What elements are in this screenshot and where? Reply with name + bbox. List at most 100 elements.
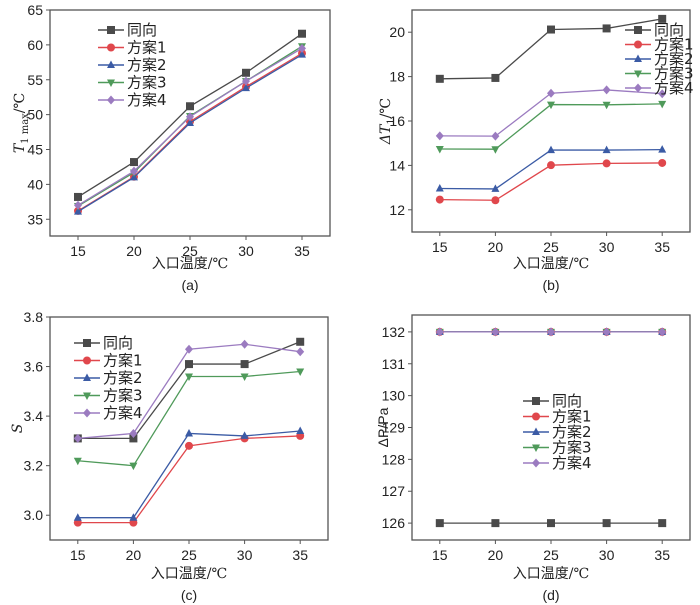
x-tick-label: 15: [432, 239, 448, 255]
legend-label: 方案3: [127, 74, 167, 92]
y-tick-label: 45: [27, 142, 43, 158]
x-tick-label: 15: [70, 547, 86, 563]
data-point: [74, 192, 82, 201]
legend-marker: [532, 412, 540, 421]
y-axis-title-main: ΔP: [375, 429, 391, 448]
legend-item: 方案3: [523, 439, 592, 457]
legend-item: 方案2: [625, 50, 694, 68]
y-tick-label: 127: [382, 483, 406, 499]
data-point: [73, 433, 82, 443]
legend-label: 同向: [552, 392, 582, 410]
y-tick-label: 131: [382, 356, 406, 372]
y-tick-label: 132: [382, 324, 406, 340]
data-point: [658, 158, 667, 167]
data-point: [491, 184, 500, 192]
series-方案4: [73, 339, 305, 443]
data-point: [129, 513, 138, 521]
legend-marker: [83, 408, 91, 418]
y-tick-label: 14: [389, 157, 405, 173]
data-point: [186, 118, 194, 126]
legend-label: 方案4: [127, 91, 167, 109]
legend-item: 方案2: [98, 56, 167, 74]
data-point: [185, 428, 193, 437]
y-tick-label: 3.0: [24, 507, 44, 523]
data-point: [435, 145, 444, 154]
data-point: [658, 327, 667, 337]
data-point: [129, 428, 138, 438]
legend-marker: [83, 356, 91, 365]
data-point: [547, 88, 555, 98]
data-point: [491, 131, 500, 141]
y-tick-label: 50: [27, 107, 43, 123]
legend-item: 方案1: [74, 352, 143, 370]
x-tick-label: 35: [654, 239, 670, 255]
legend-marker: [532, 444, 540, 452]
legend-marker: [107, 95, 115, 105]
data-point: [73, 513, 82, 521]
y-axis-title: ΔT1/℃: [378, 98, 397, 145]
data-point: [130, 166, 138, 176]
y-axis-title-sub: 1 max: [20, 113, 31, 144]
legend-label: 方案3: [552, 439, 592, 457]
data-point: [435, 327, 444, 337]
legend-label: 同向: [654, 21, 684, 39]
data-point: [185, 441, 193, 450]
legend-item: 方案4: [523, 454, 592, 472]
y-axis-title: T1 max/℃: [12, 93, 31, 153]
x-tick-label: 30: [237, 547, 253, 563]
y-tick-label: 130: [382, 388, 406, 404]
series-方案3: [435, 100, 667, 154]
legend-label: 方案4: [103, 404, 143, 422]
x-tick-label: 15: [70, 243, 86, 259]
data-point: [240, 360, 249, 369]
y-tick-label: 3.6: [24, 359, 44, 375]
data-point: [491, 146, 500, 154]
x-tick-label: 25: [543, 239, 559, 255]
legend-label: 方案1: [552, 408, 592, 426]
x-tick-label: 25: [543, 547, 559, 563]
data-point: [240, 431, 249, 439]
x-axis-title: 入口温度/℃: [513, 256, 589, 272]
panel-label: (b): [542, 277, 559, 293]
panel-label: (a): [181, 277, 198, 293]
data-point: [129, 462, 138, 471]
legend-item: 方案4: [98, 91, 167, 109]
y-axis-title-unit: /℃: [378, 98, 394, 118]
series-方案1: [73, 431, 305, 527]
data-point: [491, 73, 500, 82]
x-tick-label: 30: [238, 243, 254, 259]
x-tick-label: 15: [432, 547, 448, 563]
legend-label: 方案3: [654, 65, 694, 83]
legend-label: 方案1: [127, 39, 167, 57]
y-tick-label: 40: [27, 176, 43, 192]
legend-label: 方案2: [103, 369, 143, 387]
series-方案2: [435, 145, 667, 192]
y-axis-title-main: ΔT: [378, 123, 394, 145]
legend-label: 同向: [127, 21, 157, 39]
legend-item: 同向: [98, 21, 157, 39]
data-point: [547, 25, 555, 34]
data-point: [186, 112, 194, 122]
plot-frame: [411, 9, 691, 233]
legend-item: 同向: [625, 21, 684, 39]
data-point: [185, 360, 193, 369]
series-line: [439, 148, 663, 190]
x-tick-label: 35: [654, 547, 670, 563]
data-point: [296, 347, 305, 357]
legend-marker: [107, 43, 115, 52]
data-point: [296, 337, 305, 346]
x-tick-label: 20: [126, 243, 142, 259]
data-point: [298, 29, 306, 38]
series-同向: [74, 29, 306, 201]
series-同向: [435, 519, 667, 528]
data-point: [74, 200, 82, 210]
legend-label: 方案2: [127, 56, 167, 74]
series-line: [77, 54, 303, 213]
data-point: [658, 89, 667, 99]
series-方案2: [73, 426, 305, 521]
legend-label: 同向: [103, 334, 133, 352]
series-方案4: [74, 43, 306, 210]
